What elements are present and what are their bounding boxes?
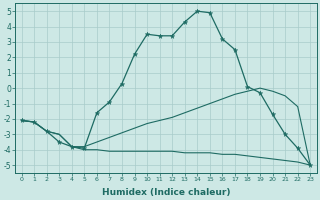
X-axis label: Humidex (Indice chaleur): Humidex (Indice chaleur) [102,188,230,197]
